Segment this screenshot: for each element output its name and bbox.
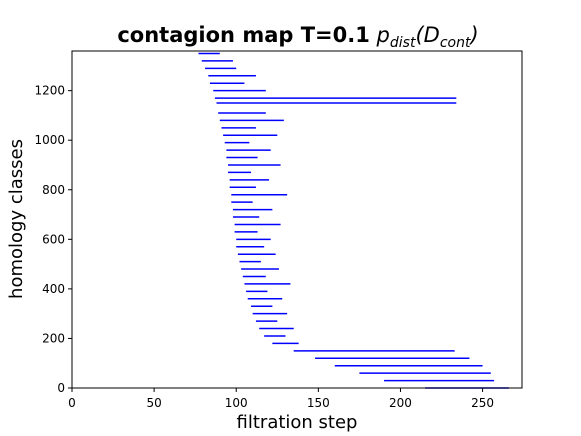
x-axis-label: filtration step [237, 412, 358, 433]
title-close: ) [468, 23, 478, 47]
x-tick-label: 0 [68, 396, 76, 410]
y-tick-label: 400 [42, 282, 65, 296]
title-arg: (D [415, 23, 439, 47]
y-tick-label: 200 [42, 331, 65, 345]
title-sub: dist [390, 35, 416, 51]
title-sub: cont [440, 35, 471, 51]
x-tick-label: 150 [307, 396, 330, 410]
y-tick-label: 0 [57, 381, 65, 395]
x-tick-label: 250 [471, 396, 494, 410]
plot-frame [71, 50, 523, 389]
y-tick-label: 800 [42, 183, 65, 197]
x-tick-label: 200 [389, 396, 412, 410]
y-axis-label: homology classes [6, 139, 27, 299]
title-text: contagion map T=0.1 [117, 23, 369, 47]
y-tick-label: 1000 [34, 133, 65, 147]
title-symbol: p [376, 23, 390, 47]
y-tick-label: 600 [42, 232, 65, 246]
x-tick-label: 50 [146, 396, 161, 410]
chart-title: contagion map T=0.1 pdist(Dcont) [117, 23, 478, 51]
x-tick-label: 100 [225, 396, 248, 410]
y-tick-label: 1200 [34, 84, 65, 98]
